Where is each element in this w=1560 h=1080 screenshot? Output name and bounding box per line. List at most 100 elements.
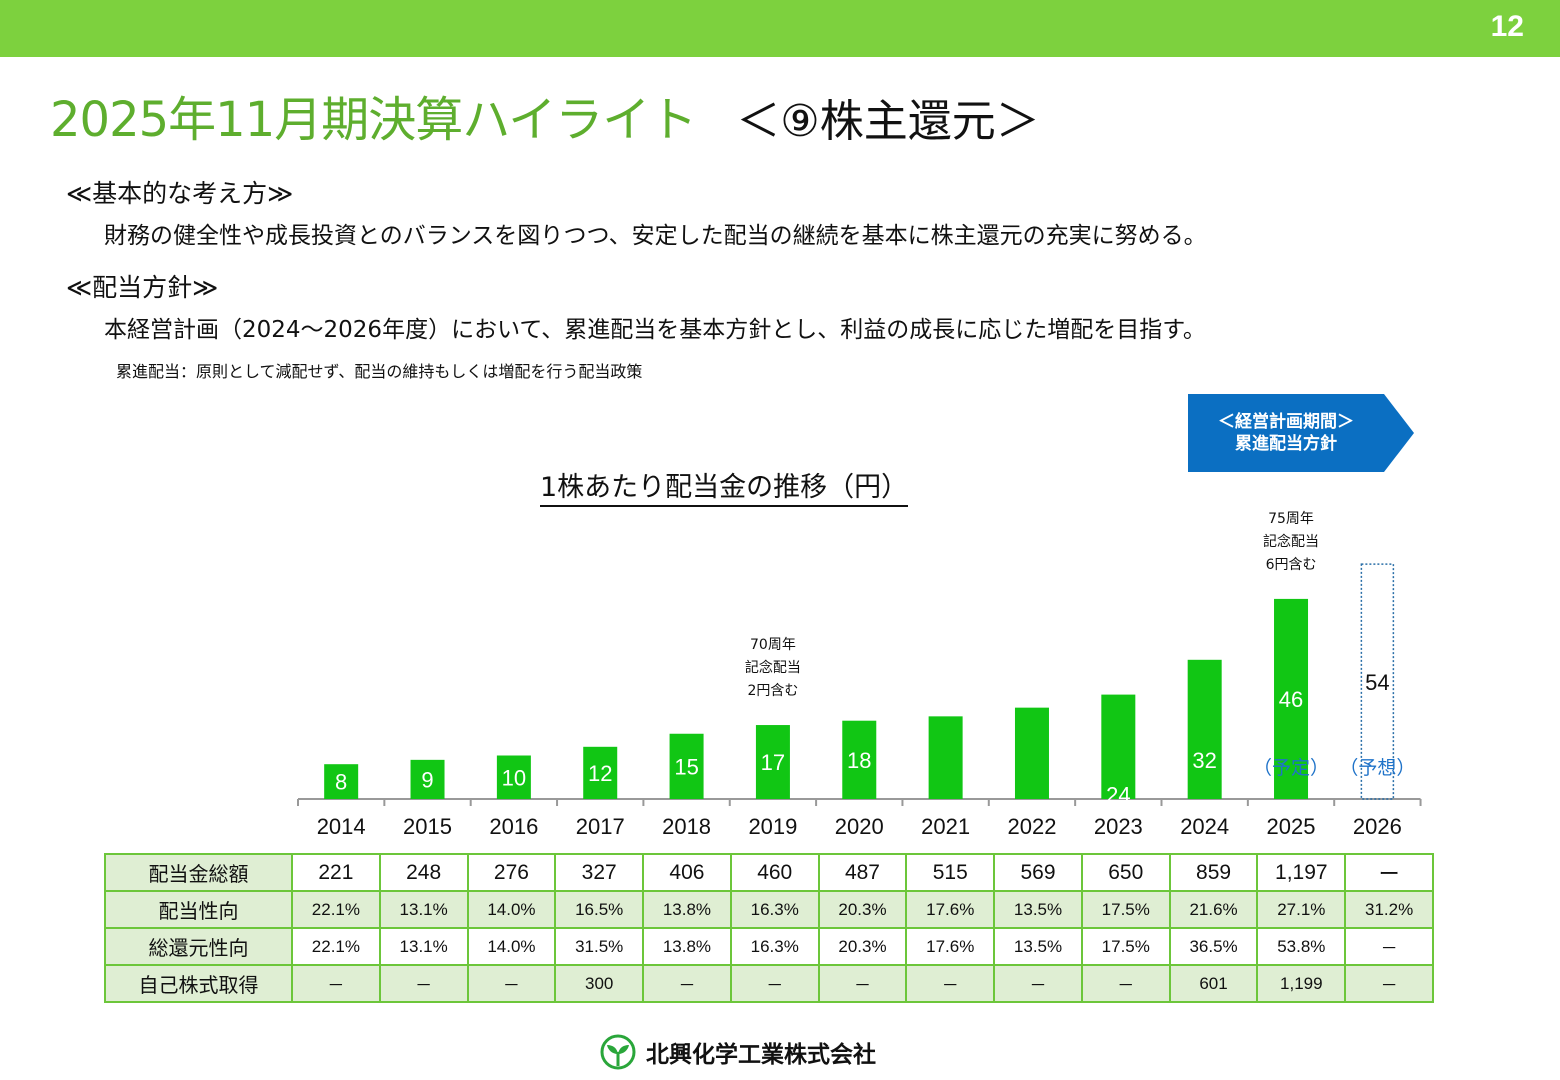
table-cell: 13.8%	[642, 890, 732, 929]
table-cell: 13.1%	[378, 927, 469, 966]
table-cell: 20.3%	[817, 890, 908, 929]
x-tick-label: 2022	[1007, 814, 1056, 839]
table-cell: －	[642, 964, 732, 1003]
bar-value-label: 54	[1365, 670, 1389, 695]
company-logo-icon	[600, 1034, 636, 1070]
x-tick-label: 2018	[662, 814, 711, 839]
table-cell: 14.0%	[466, 890, 557, 929]
table-row: 配当性向 22.1% 13.1% 14.0% 16.5% 13.8% 16.3% 20.3% 1…	[104, 890, 1434, 929]
bar-annotation: 6円含む	[1266, 557, 1317, 573]
x-tick-label: 2025	[1267, 814, 1316, 839]
bar-annotation: 2円含む	[747, 683, 798, 699]
bar-2021	[928, 716, 963, 799]
table-cell: 31.2%	[1344, 890, 1434, 929]
table-cell: 650	[1080, 853, 1171, 892]
table-row: 総還元性向 22.1% 13.1% 14.0% 31.5% 13.8% 16.3% 20.3%…	[104, 927, 1434, 966]
table-cell: 1,197	[1256, 853, 1347, 892]
table-cell: 17.6%	[905, 890, 996, 929]
bar-value-label: 8	[335, 770, 347, 795]
footnote: 累進配当：原則として減配せず、配当の維持もしくは増配を行う配当政策	[116, 362, 643, 381]
table-cell: 31.5%	[554, 927, 645, 966]
table-cell: 22.1%	[291, 927, 381, 966]
title-main: 2025年11月期決算ハイライト	[50, 92, 697, 148]
table-cell: 14.0%	[466, 927, 557, 966]
table-cell: 20.3%	[817, 927, 908, 966]
bar-forecast-2026	[1360, 563, 1395, 800]
table-cell: －	[291, 964, 381, 1003]
bar-value-label: 46	[1279, 687, 1303, 712]
table-cell: 487	[817, 853, 908, 892]
table-cell: 36.5%	[1168, 927, 1259, 966]
table-row-label: 自己株式取得	[104, 964, 293, 1003]
table-cell: 16.5%	[554, 890, 645, 929]
table-cell: 859	[1168, 853, 1259, 892]
x-tick-label: 2015	[403, 814, 452, 839]
table-cell: －	[993, 964, 1083, 1003]
x-tick-label: 2017	[576, 814, 625, 839]
bar-2019	[755, 725, 790, 799]
bar-2024	[1187, 659, 1222, 799]
table-cell: 248	[378, 853, 469, 892]
table-cell: 13.5%	[993, 927, 1083, 966]
table-cell: 460	[729, 853, 820, 892]
table-row-label: 総還元性向	[104, 927, 293, 966]
bar-value-label: 18	[847, 748, 871, 773]
table-cell: ー	[1344, 853, 1434, 892]
x-tick-label: 2019	[748, 814, 797, 839]
bar-value-label: 32	[1192, 748, 1216, 773]
bar-value-label: 19	[933, 804, 957, 829]
table-cell: 27.1%	[1256, 890, 1347, 929]
table-cell: 17.5%	[1080, 890, 1171, 929]
table-cell: －	[1344, 927, 1434, 966]
table-cell: －	[1080, 964, 1171, 1003]
x-tick-label: 2026	[1353, 814, 1402, 839]
x-tick-label: 2016	[489, 814, 538, 839]
company-name: 北興化学工業株式会社	[646, 1042, 876, 1068]
bar-annotation: 70周年	[750, 637, 796, 653]
table-cell: 53.8%	[1256, 927, 1347, 966]
section-text-dividend: 本経営計画（2024～2026年度）において、累進配当を基本方針とし、利益の成長…	[104, 317, 1206, 343]
table-cell: －	[729, 964, 820, 1003]
table-cell: －	[378, 964, 469, 1003]
bar-annotation: 記念配当	[1263, 533, 1319, 550]
table-cell: 406	[642, 853, 732, 892]
table-cell: 601	[1168, 964, 1259, 1003]
table-cell: 515	[905, 853, 996, 892]
bar-annotation: 75周年	[1268, 511, 1314, 527]
section-heading-dividend: ≪配当方針≫	[66, 273, 219, 302]
x-tick-label: 2020	[835, 814, 884, 839]
chart-title: 1株あたり配当金の推移（円）	[540, 465, 909, 507]
table-cell: 221	[291, 853, 381, 892]
bar-2022	[1014, 707, 1049, 799]
bar-value-label: 24	[1106, 783, 1130, 808]
table-cell: －	[817, 964, 908, 1003]
table-row-label: 配当性向	[104, 890, 293, 929]
bar-2023	[1101, 694, 1136, 799]
table-cell: 569	[993, 853, 1083, 892]
table-cell: 16.3%	[729, 927, 820, 966]
table-cell: －	[905, 964, 996, 1003]
top-bar	[0, 0, 1560, 57]
table-cell: －	[466, 964, 557, 1003]
badge-line1: ＜経営計画期間＞	[1218, 412, 1354, 432]
plan-period-badge: ＜経営計画期間＞ 累進配当方針	[1188, 394, 1414, 472]
badge-line2: 累進配当方針	[1235, 434, 1337, 454]
bar-2017	[583, 746, 618, 799]
bar-value-label: 21	[1020, 796, 1044, 821]
bar-status-label: （予定）	[1253, 757, 1329, 779]
table-cell: 13.8%	[642, 927, 732, 966]
bar-value-label: 9	[421, 767, 433, 792]
page-number: 12	[1490, 10, 1524, 43]
table-cell: 300	[554, 964, 645, 1003]
dividend-stats-table: 配当金総額 221 248 276 327 406 460 487 515 569 650 859 1,…	[104, 853, 1434, 1003]
bar-2025	[1274, 598, 1309, 799]
bar-value-label: 15	[674, 754, 698, 779]
table-cell: 13.1%	[378, 890, 469, 929]
section-text-policy: 財務の健全性や成長投資とのバランスを図りつつ、安定した配当の継続を基本に株主還元…	[104, 223, 1207, 249]
table-cell: 21.6%	[1168, 890, 1259, 929]
table-cell: 17.5%	[1080, 927, 1171, 966]
title-sub: ＜⑨株主還元＞	[736, 96, 1040, 147]
table-row: 自己株式取得－－－ 300 －－－－－－ 601 1,199 －	[104, 964, 1434, 1003]
table-row: 配当金総額 221 248 276 327 406 460 487 515 569 650 859 1,…	[104, 853, 1434, 892]
bar-2016	[496, 755, 531, 799]
